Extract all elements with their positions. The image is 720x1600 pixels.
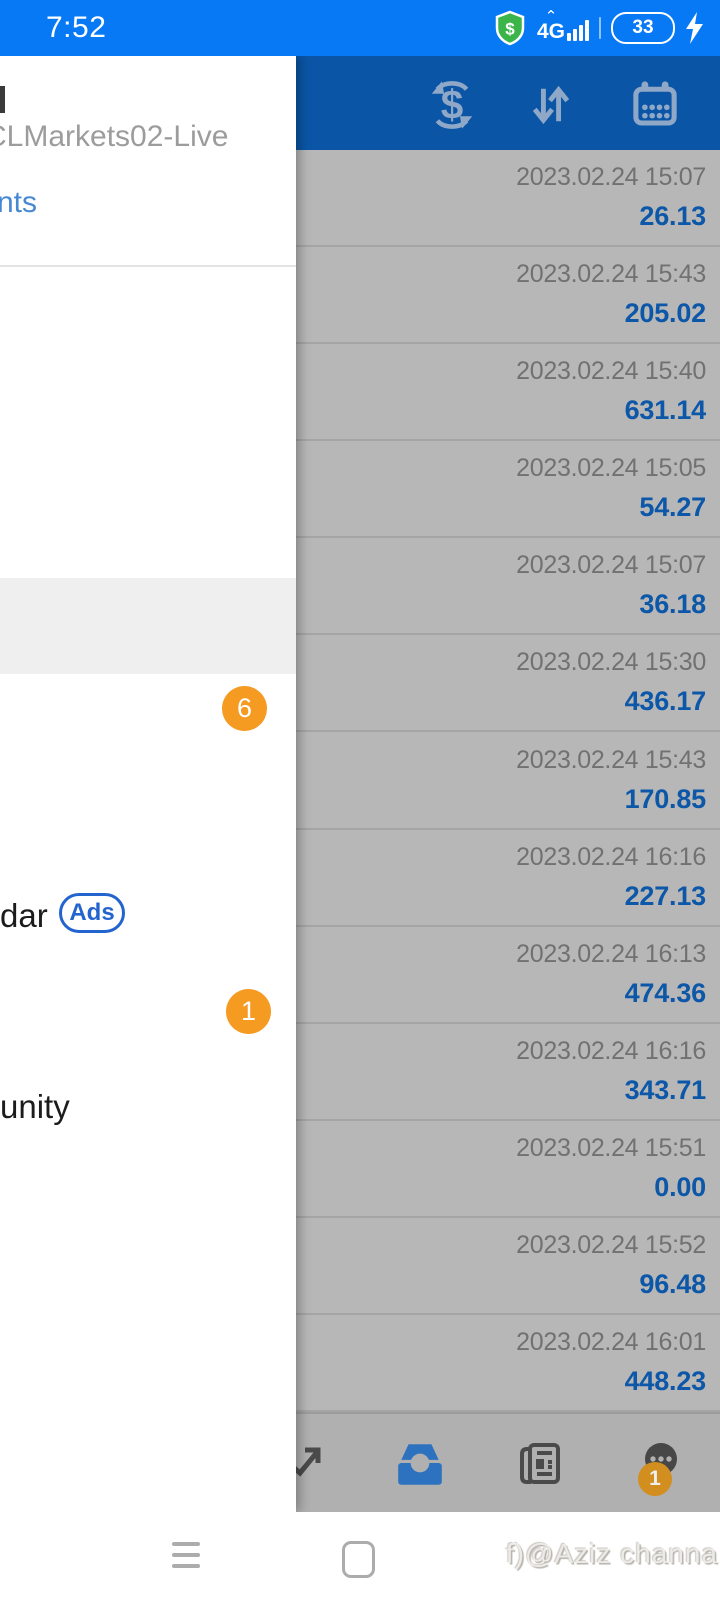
- svg-text:$: $: [441, 82, 464, 128]
- signal-bars-icon: ⌃ 4G: [536, 8, 589, 43]
- tab-history[interactable]: [360, 1414, 480, 1512]
- mailbox-count-badge: 6: [222, 686, 267, 731]
- trade-datetime: 2023.02.24 16:13: [516, 939, 706, 968]
- account-server-label: CLMarkets02-Live: [0, 120, 229, 153]
- trade-value: 170.85: [624, 783, 707, 814]
- status-bar: 7:52 $ ⌃ 4G 33: [0, 0, 720, 56]
- trade-value: 96.48: [639, 1268, 706, 1299]
- security-shield-dollar-icon: $: [493, 10, 527, 46]
- history-row[interactable]: 2023.02.24 15:43 205.02: [0, 247, 720, 345]
- status-divider: [599, 17, 601, 39]
- trade-value: 26.13: [639, 201, 706, 232]
- trade-datetime: 2023.02.24 16:01: [516, 1327, 706, 1356]
- drawer-selected-item[interactable]: [0, 578, 296, 674]
- signal-bar-set: [567, 20, 589, 41]
- trade-datetime: 2023.02.24 15:05: [516, 454, 706, 483]
- trade-datetime: 2023.02.24 16:16: [516, 842, 706, 871]
- trade-value: 343.71: [624, 1074, 707, 1105]
- tab-chat[interactable]: 1: [600, 1414, 720, 1512]
- trade-value: 227.13: [624, 880, 707, 911]
- history-row[interactable]: 2023.02.24 15:51 0.00: [0, 1121, 720, 1218]
- navigation-drawer: CLMarkets02-Live nts 6 dar Ads 1 unity: [0, 56, 296, 1512]
- home-button[interactable]: [342, 1541, 375, 1578]
- trade-datetime: 2023.02.24 15:43: [516, 745, 706, 774]
- history-row[interactable]: 2023.02.24 15:05 54.27: [0, 441, 720, 539]
- history-row[interactable]: 2023.02.24 16:16 343.71: [0, 1024, 720, 1121]
- android-nav-bar: f)@Aziz channa: [0, 1512, 720, 1600]
- history-row[interactable]: 2023.02.24 16:13 474.36: [0, 927, 720, 1024]
- recents-button[interactable]: [172, 1542, 200, 1575]
- sort-button[interactable]: [515, 69, 587, 141]
- trade-datetime: 2023.02.24 15:40: [516, 357, 706, 386]
- trade-value: 436.17: [624, 686, 707, 717]
- history-row[interactable]: 2023.02.24 15:07 36.18: [0, 538, 720, 636]
- trade-value: 474.36: [624, 977, 707, 1008]
- history-row[interactable]: 2023.02.24 15:40 631.14: [0, 344, 720, 442]
- trade-datetime: 2023.02.24 15:52: [516, 1230, 706, 1259]
- status-icons: $ ⌃ 4G 33: [493, 8, 704, 46]
- battery-percent: 33: [632, 17, 654, 38]
- trade-value: 205.02: [624, 298, 707, 329]
- inbox-tray-icon: [393, 1436, 447, 1490]
- newspaper-icon: [514, 1437, 566, 1489]
- sort-arrows-icon: [525, 79, 577, 131]
- currency-exchange-button[interactable]: $: [416, 69, 488, 141]
- trade-datetime: 2023.02.24 15:30: [516, 648, 706, 677]
- history-row[interactable]: 2023.02.24 16:01 448.23: [0, 1315, 720, 1413]
- clock: 7:52: [46, 11, 107, 44]
- battery-icon: 33: [611, 12, 675, 44]
- chat-unread-badge: 1: [638, 1462, 672, 1496]
- charging-bolt-icon: [685, 12, 704, 44]
- trade-datetime: 2023.02.24 15:07: [516, 163, 706, 192]
- history-row[interactable]: 2023.02.24 15:07 26.13: [0, 150, 720, 248]
- tab-news[interactable]: [480, 1414, 600, 1512]
- ads-badge: Ads: [59, 893, 125, 933]
- history-row[interactable]: 2023.02.24 15:30 436.17: [0, 635, 720, 733]
- network-type-label: 4G: [536, 20, 565, 43]
- trade-value: 0.00: [654, 1171, 706, 1202]
- currency-exchange-icon: $: [425, 78, 479, 132]
- calendar-button[interactable]: [619, 69, 691, 141]
- drawer-item-community[interactable]: unity: [0, 1088, 70, 1125]
- calendar-icon: [628, 78, 682, 132]
- trade-value: 448.23: [624, 1365, 707, 1396]
- history-row[interactable]: 2023.02.24 15:43 170.85: [0, 732, 720, 830]
- drawer-divider: [0, 265, 296, 267]
- signal-caret: ⌃: [544, 8, 558, 25]
- drawer-item-calendar[interactable]: dar: [0, 897, 48, 934]
- trade-value: 36.18: [639, 589, 706, 620]
- manage-accounts-link[interactable]: nts: [0, 186, 38, 219]
- trade-datetime: 2023.02.24 15:43: [516, 260, 706, 289]
- account-name-fragment: [0, 86, 5, 113]
- trade-datetime: 2023.02.24 15:07: [516, 551, 706, 580]
- watermark: f)@Aziz channa: [505, 1538, 718, 1569]
- history-row[interactable]: 2023.02.24 16:16 227.13: [0, 830, 720, 927]
- trade-datetime: 2023.02.24 15:51: [516, 1133, 706, 1162]
- svg-text:$: $: [505, 20, 515, 39]
- history-row[interactable]: 2023.02.24 15:52 96.48: [0, 1218, 720, 1315]
- trade-value: 54.27: [639, 492, 706, 523]
- trade-datetime: 2023.02.24 16:16: [516, 1036, 706, 1065]
- messages-count-badge: 1: [226, 989, 271, 1034]
- trade-value: 631.14: [624, 395, 707, 426]
